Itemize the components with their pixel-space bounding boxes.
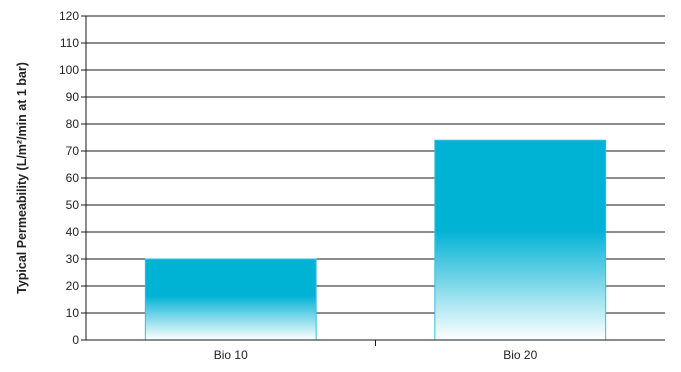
y-tick-labels: 0 10 20 30 40 50 60 70 80 90 100 110 120 xyxy=(59,9,79,347)
x-tick-label-bio-10: Bio 10 xyxy=(214,348,248,362)
y-tick-label-70: 70 xyxy=(66,144,80,158)
y-tick-label-40: 40 xyxy=(66,225,80,239)
x-tick-label-bio-20: Bio 20 xyxy=(503,348,537,362)
bars xyxy=(144,139,607,341)
y-axis-label: Typical Permeability (L/m²/min at 1 bar) xyxy=(15,62,29,294)
y-tick-label-10: 10 xyxy=(66,306,80,320)
y-tick-label-80: 80 xyxy=(66,117,80,131)
y-tick-label-30: 30 xyxy=(66,252,80,266)
y-tick-label-90: 90 xyxy=(66,90,80,104)
y-tick-label-50: 50 xyxy=(66,198,80,212)
y-tick-label-60: 60 xyxy=(66,171,80,185)
y-tick-label-110: 110 xyxy=(60,36,79,50)
bar-bio-20 xyxy=(434,139,607,341)
x-tick-labels: Bio 10 Bio 20 xyxy=(214,340,538,362)
y-tick-label-0: 0 xyxy=(72,333,79,347)
y-tick-label-120: 120 xyxy=(59,9,79,23)
bar-bio-10 xyxy=(144,258,317,341)
y-tick-label-20: 20 xyxy=(66,279,80,293)
y-tick-label-100: 100 xyxy=(59,63,79,77)
